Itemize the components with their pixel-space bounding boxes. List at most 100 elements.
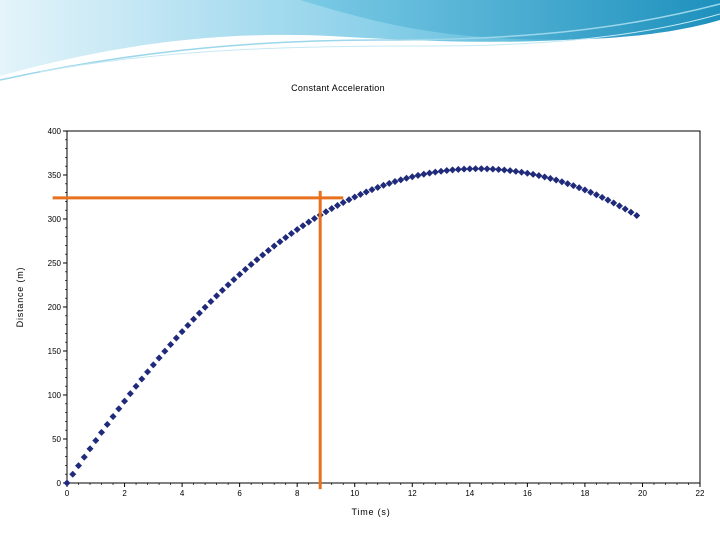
data-point [569,182,577,190]
data-point [109,412,117,421]
data-point [247,260,255,269]
data-point [592,191,601,199]
x-tick-label: 18 [580,489,589,498]
data-point [431,168,439,176]
data-point [356,190,365,199]
data-point [500,166,508,174]
data-point [437,167,445,175]
x-tick-label: 8 [295,489,300,498]
data-point [471,165,480,173]
data-point [333,201,342,210]
x-tick-label: 20 [638,489,647,498]
data-point [402,174,411,182]
data-point [276,238,284,246]
data-point [368,186,376,194]
data-point [120,397,129,405]
x-tick-label: 6 [237,489,242,498]
data-point [310,214,319,223]
data-point [322,208,330,216]
y-tick-label: 200 [48,303,62,312]
data-point [184,321,192,329]
data-point [299,222,307,230]
data-point [454,165,462,174]
data-point [86,445,94,453]
data-point [564,180,572,188]
data-point [391,177,399,186]
plot-area: 0 50 100 150 200 250 300 350 400 0 2 4 6 8 10 12 14 16 18 2… [48,127,705,498]
banner-wave-line [0,3,720,81]
data-point [604,196,612,204]
data-point [627,208,635,216]
x-tick-label: 14 [465,489,474,498]
data-point [615,202,624,210]
data-point [305,218,313,226]
data-point [546,174,554,183]
data-point [489,165,497,173]
x-tick-label: 16 [523,489,532,498]
data-point [587,188,595,196]
data-point [581,186,589,194]
x-tick-label: 4 [180,489,185,498]
data-point [166,340,175,349]
data-point [425,169,434,177]
data-point [328,204,336,213]
data-point [259,251,267,259]
data-point [529,170,537,178]
data-point [443,166,451,175]
data-point [293,225,301,234]
data-point [149,361,157,369]
data-point [172,334,180,342]
data-point [190,315,198,323]
chart-title: Constant Acceleration [291,83,385,93]
data-point [575,184,583,192]
data-point [518,168,526,176]
data-point [385,179,393,187]
data-point [178,328,186,336]
data-point [126,390,134,398]
header-wave-decoration [0,0,720,81]
y-tick-label: 400 [48,127,62,136]
data-point [483,165,491,173]
data-point [466,165,474,173]
data-point [207,297,215,306]
x-tick-label: 2 [122,489,127,498]
data-point [448,166,457,174]
data-point [460,165,468,173]
data-point [236,270,244,279]
x-tick-label: 12 [408,489,417,498]
data-point [270,242,278,250]
data-point [213,292,221,300]
data-point [253,256,261,264]
data-point [115,405,123,413]
data-point [132,382,140,390]
data-point [420,170,428,178]
data-point [103,420,111,429]
data-point [224,281,232,289]
data-point [541,173,549,181]
data-point [97,428,106,437]
data-point [523,169,531,177]
data-point [69,470,77,478]
data-point [633,211,641,220]
data-point [339,198,347,207]
data-point [138,375,146,383]
data-point [143,368,152,376]
x-tick-label: 22 [696,489,705,498]
data-point [282,233,290,242]
data-point [74,462,83,470]
y-tick-label: 150 [48,347,62,356]
y-tick-label: 100 [48,391,62,400]
data-point [506,167,514,175]
data-point [535,172,543,180]
data-point [397,176,405,184]
data-point [155,354,163,362]
y-tick-label: 350 [48,171,62,180]
data-point [218,286,226,294]
data-point [598,193,606,201]
data-point [362,188,370,196]
data-point [345,196,353,204]
y-tick-label: 0 [57,479,62,488]
data-point [374,183,382,192]
data-point [264,246,272,255]
